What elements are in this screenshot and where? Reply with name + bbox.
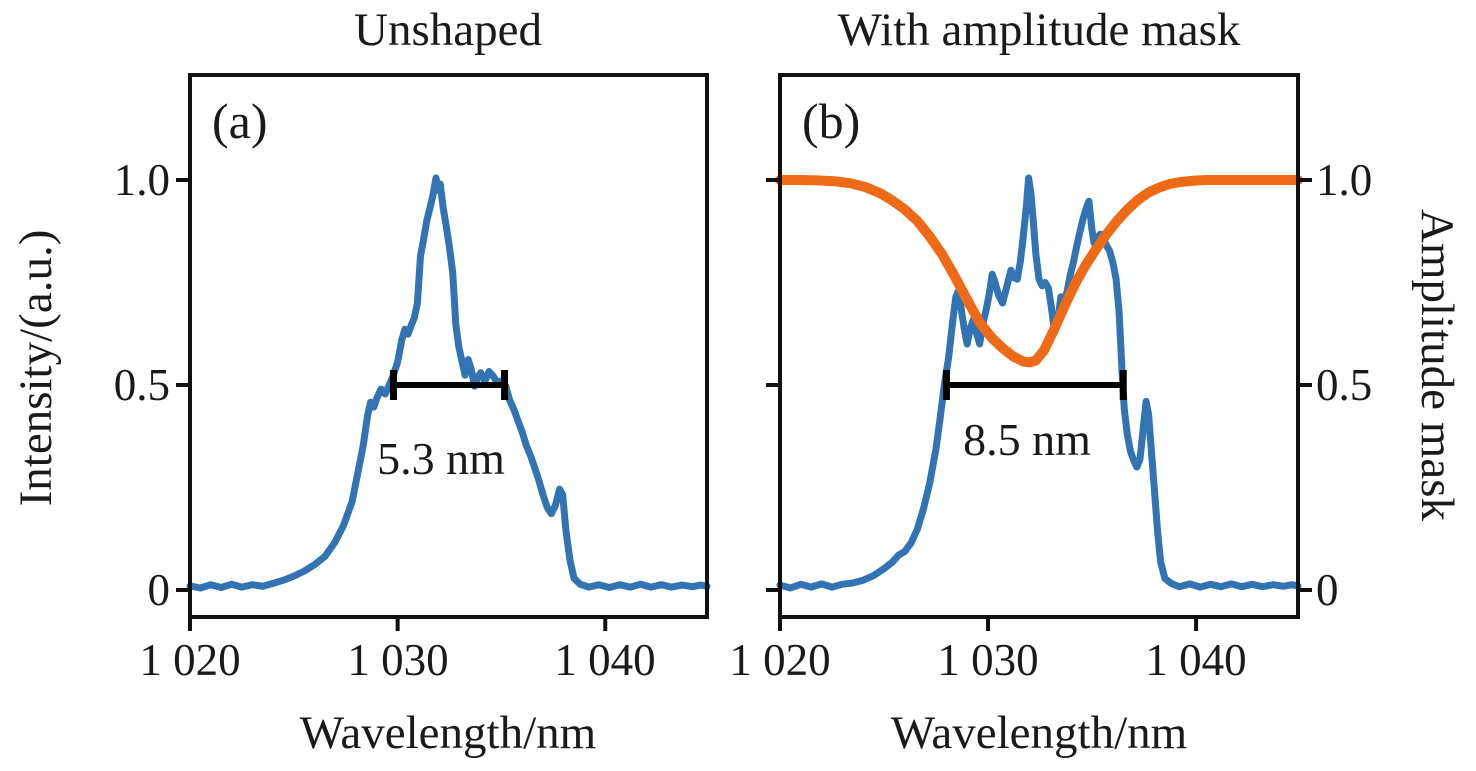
xtick-b-1020: 1 020: [729, 635, 831, 685]
panel-b-curves: [775, 174, 1303, 592]
ytick-right-0-5: 0.5: [1316, 360, 1373, 410]
panel-a-title: Unshaped: [354, 4, 542, 56]
xtick-a-1040: 1 040: [554, 635, 656, 685]
fwhm-marker-b: [942, 370, 1127, 400]
panel-b-title: With amplitude mask: [837, 4, 1241, 56]
ytick-left-0: 0: [147, 565, 171, 615]
panel-a-xlabel: Wavelength/nm: [299, 707, 597, 759]
ytick-right-1-0: 1.0: [1316, 155, 1373, 205]
ytick-left-1-0: 1.0: [113, 155, 170, 205]
spectrum-curve: [776, 174, 1302, 592]
panel-b-letter: (b): [802, 93, 861, 149]
xtick-a-1020: 1 020: [139, 635, 241, 685]
panel-a-letter: (a): [212, 93, 268, 149]
fwhm-annotation-a: 5.3 nm: [377, 433, 505, 484]
mask-curve: [775, 175, 1303, 368]
fwhm-annotation-b: 8.5 nm: [963, 414, 1091, 465]
fwhm-marker-a: [389, 370, 509, 400]
panel-a-plot-box: [188, 73, 709, 619]
panel-a-ticks: [176, 178, 608, 631]
xtick-b-1040: 1 040: [1145, 635, 1247, 685]
spectrum-curve: [186, 174, 711, 592]
panel-b-ticks: [766, 178, 1312, 631]
xtick-a-1030: 1 030: [347, 635, 449, 685]
ytick-right-0: 0: [1316, 565, 1339, 615]
left-ylabel: Intensity/(a.u.): [10, 229, 62, 507]
panel-b-xlabel: Wavelength/nm: [890, 707, 1188, 759]
panel-b-plot-box: [778, 73, 1300, 619]
ytick-left-0-5: 0.5: [113, 360, 170, 410]
xtick-b-1030: 1 030: [937, 635, 1039, 685]
right-ylabel: Amplitude mask: [1411, 209, 1463, 521]
panel-a-curves: [186, 174, 711, 592]
